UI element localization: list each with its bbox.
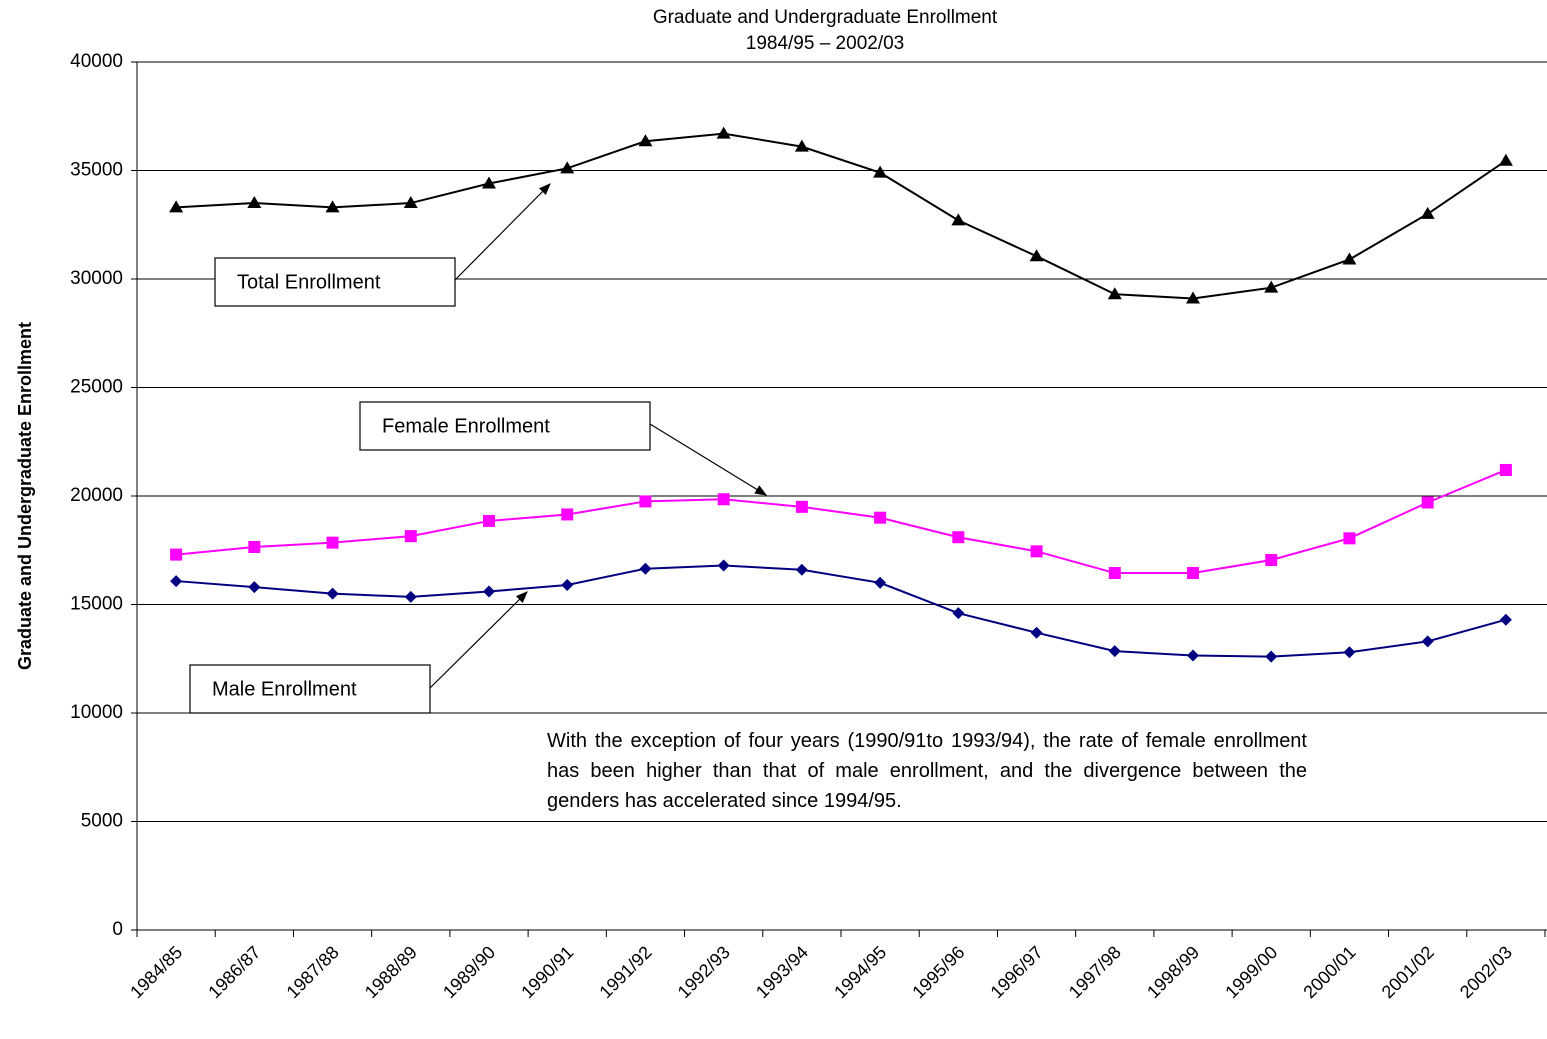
marker bbox=[247, 196, 262, 209]
marker bbox=[404, 530, 417, 543]
marker bbox=[1030, 626, 1043, 639]
marker bbox=[1265, 650, 1278, 663]
legend-label: Female Enrollment bbox=[382, 415, 550, 437]
marker bbox=[404, 590, 417, 603]
y-tick-label: 20000 bbox=[70, 485, 123, 506]
marker bbox=[1499, 463, 1512, 476]
marker bbox=[1030, 545, 1043, 558]
y-tick-label: 25000 bbox=[70, 377, 123, 398]
x-tick-label: 2001/02 bbox=[1378, 942, 1438, 1002]
x-tick-label: 1991/92 bbox=[595, 942, 655, 1002]
marker bbox=[403, 196, 418, 209]
x-tick-label: 1989/90 bbox=[439, 942, 499, 1002]
marker bbox=[1187, 649, 1199, 662]
marker bbox=[952, 531, 965, 544]
annotation: With the exception of four years (1990/9… bbox=[547, 730, 1307, 812]
marker bbox=[638, 134, 653, 147]
marker bbox=[1029, 249, 1044, 262]
x-tick-label: 1990/91 bbox=[517, 942, 577, 1002]
marker bbox=[795, 500, 808, 513]
chart-title: Graduate and Undergraduate Enrollment bbox=[653, 7, 998, 28]
x-tick-label: 1999/00 bbox=[1221, 942, 1281, 1002]
marker bbox=[952, 607, 965, 620]
marker bbox=[483, 585, 495, 598]
marker bbox=[169, 200, 184, 213]
x-tick-label: 1984/85 bbox=[126, 942, 186, 1002]
x-tick-label: 1997/98 bbox=[1065, 942, 1125, 1002]
marker bbox=[1187, 567, 1199, 580]
legend-label: Total Enrollment bbox=[237, 271, 381, 293]
callout-box bbox=[189, 664, 431, 714]
marker bbox=[170, 575, 183, 588]
y-tick-label: 10000 bbox=[70, 702, 123, 723]
marker bbox=[716, 126, 731, 139]
callout-box bbox=[359, 401, 651, 451]
y-tick-label: 40000 bbox=[70, 51, 123, 72]
marker bbox=[1108, 567, 1121, 580]
marker bbox=[639, 562, 652, 575]
x-tick-label: 1996/97 bbox=[987, 942, 1047, 1002]
x-tick-label: 1987/88 bbox=[283, 942, 343, 1002]
y-axis-label: Graduate and Undergraduate Enrollment bbox=[15, 322, 35, 670]
marker bbox=[1498, 153, 1513, 166]
marker bbox=[482, 176, 496, 189]
marker bbox=[248, 540, 261, 553]
x-tick-label: 1993/94 bbox=[752, 942, 812, 1002]
legend-label: Male Enrollment bbox=[212, 678, 357, 700]
y-tick-label: 0 bbox=[112, 919, 123, 940]
y-tick-label: 5000 bbox=[81, 811, 123, 832]
callout-box bbox=[214, 257, 456, 307]
y-tick-label: 15000 bbox=[70, 594, 123, 615]
marker bbox=[1343, 646, 1356, 659]
marker bbox=[170, 548, 183, 561]
marker bbox=[560, 161, 575, 174]
callout-arrow bbox=[454, 183, 551, 281]
marker bbox=[561, 508, 574, 521]
marker bbox=[874, 511, 887, 524]
marker bbox=[1186, 291, 1200, 304]
marker bbox=[1108, 645, 1121, 658]
marker bbox=[874, 576, 887, 589]
marker bbox=[1343, 532, 1356, 545]
series-line bbox=[176, 469, 1507, 575]
marker bbox=[951, 213, 966, 226]
marker bbox=[325, 200, 340, 213]
x-tick-label: 1998/99 bbox=[1143, 942, 1203, 1002]
marker bbox=[561, 578, 574, 591]
y-tick-label: 30000 bbox=[70, 268, 123, 289]
x-tick-label: 1986/87 bbox=[204, 942, 264, 1002]
marker bbox=[1265, 554, 1278, 567]
marker bbox=[1421, 635, 1434, 648]
marker bbox=[326, 587, 339, 600]
marker bbox=[1264, 280, 1279, 293]
x-tick-label: 1988/89 bbox=[361, 942, 421, 1002]
marker bbox=[1107, 287, 1122, 300]
marker bbox=[483, 514, 495, 527]
series-line bbox=[176, 564, 1507, 658]
marker bbox=[1342, 252, 1357, 265]
x-tick-label: 1992/93 bbox=[674, 942, 734, 1002]
marker bbox=[1421, 496, 1434, 509]
marker bbox=[873, 165, 888, 178]
marker bbox=[1420, 206, 1435, 219]
marker bbox=[248, 581, 261, 594]
marker bbox=[717, 493, 730, 506]
marker bbox=[326, 536, 339, 549]
series-line bbox=[176, 132, 1507, 300]
marker bbox=[795, 563, 808, 576]
callout-arrow bbox=[429, 591, 528, 689]
y-tick-label: 35000 bbox=[70, 160, 123, 181]
x-tick-label: 2002/03 bbox=[1456, 942, 1516, 1002]
x-tick-label: 1994/95 bbox=[830, 942, 890, 1002]
chart-subtitle: 1984/95 – 2002/03 bbox=[746, 33, 905, 54]
marker bbox=[794, 139, 809, 152]
callout-arrow bbox=[649, 423, 768, 496]
marker bbox=[1499, 613, 1512, 626]
marker bbox=[717, 559, 730, 572]
x-tick-label: 1995/96 bbox=[908, 942, 968, 1002]
marker bbox=[639, 495, 652, 508]
x-tick-label: 2000/01 bbox=[1299, 942, 1359, 1002]
